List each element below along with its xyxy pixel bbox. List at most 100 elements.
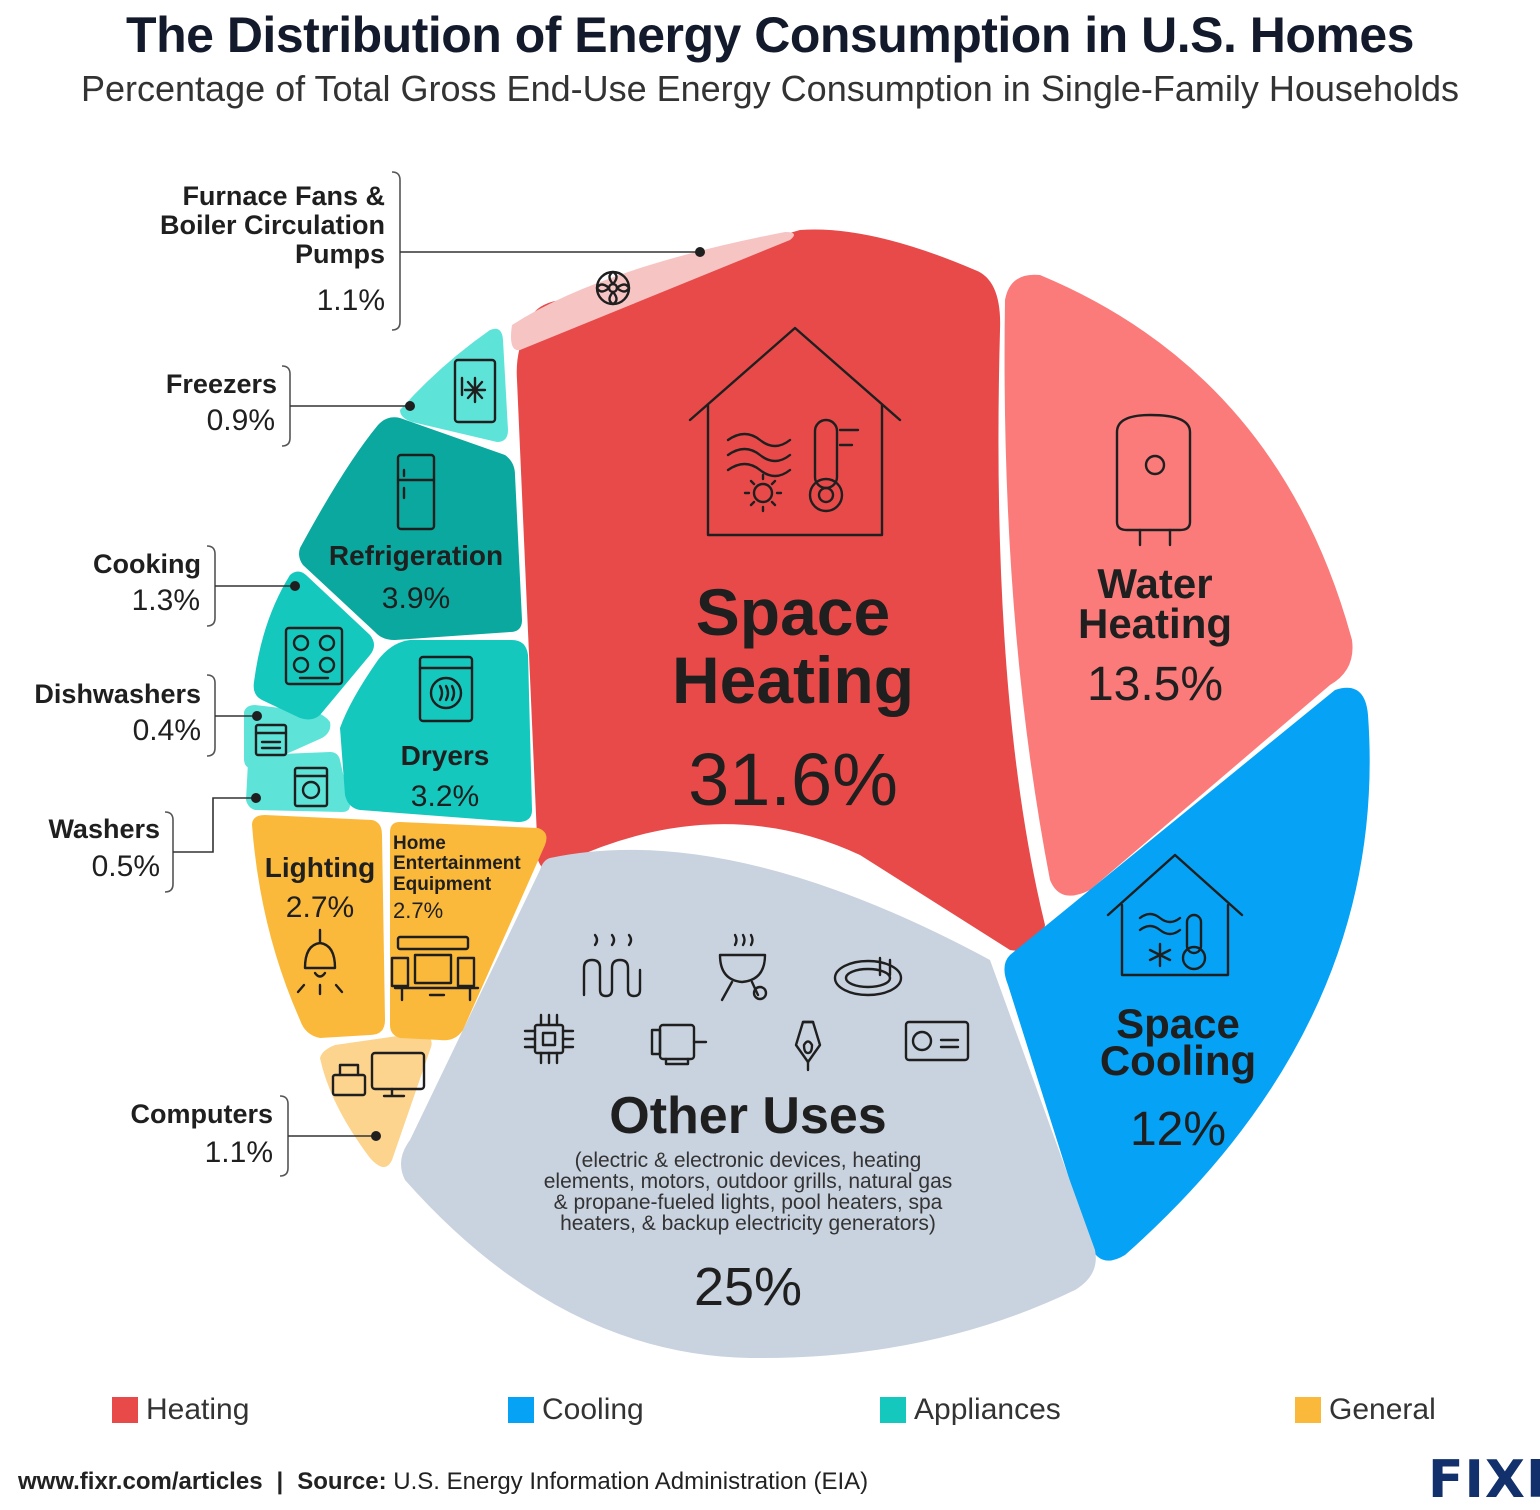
callout-washers-value: 0.5% xyxy=(92,850,160,883)
pool-icon xyxy=(833,956,903,997)
computer-printer-icon xyxy=(331,1051,426,1098)
grill-icon xyxy=(718,933,768,1002)
callout-computers-dot xyxy=(371,1131,381,1141)
slice-label-water-heating-1: Heating xyxy=(1078,600,1232,647)
callout-dishwashers-bracket xyxy=(206,674,216,757)
entertainment-icon xyxy=(390,935,480,1002)
callout-furnace-fans-line-1: Boiler Circulation xyxy=(160,210,385,240)
slice-label-dryers-0: Dryers xyxy=(401,740,490,771)
slice-cooking xyxy=(253,571,374,720)
slice-label-water-heating-2: 13.5% xyxy=(1087,658,1223,711)
footer: www.fixr.com/articles | Source: U.S. Energ… xyxy=(18,1468,868,1496)
lamp-icon xyxy=(296,928,344,996)
slice-label-refrigeration-1: 3.9% xyxy=(382,582,450,615)
slice-water-heating xyxy=(1004,274,1353,896)
slice-label-refrigeration-0: Refrigeration xyxy=(329,540,503,571)
callout-freezers-dot xyxy=(405,401,415,411)
callout-freezers-value: 0.9% xyxy=(207,404,275,437)
footer-url[interactable]: www.fixr.com/articles xyxy=(18,1468,263,1495)
dishwasher-icon xyxy=(254,723,288,757)
callout-computers-label: Computers xyxy=(130,1099,273,1129)
callout-cooking-value: 1.3% xyxy=(132,584,200,617)
stove-icon xyxy=(284,626,344,686)
legend-swatch-cooling xyxy=(508,1397,534,1423)
other-uses-note-line-1: elements, motors, outdoor grills, natura… xyxy=(544,1170,953,1193)
slice-dryers xyxy=(340,640,532,822)
callout-freezers-label: Freezers xyxy=(166,369,277,399)
chart-title: The Distribution of Energy Consumption i… xyxy=(126,7,1414,63)
slice-label-space-heating-1: Heating xyxy=(672,643,914,717)
slice-label-space-heating-0: Space xyxy=(696,575,890,649)
legend-label-cooling: Cooling xyxy=(542,1393,644,1426)
callout-dishwashers-value: 0.4% xyxy=(133,714,201,747)
slice-label-water-heating-0: Water xyxy=(1097,560,1212,607)
slice-lighting xyxy=(252,815,385,1038)
callout-dishwashers-dot xyxy=(252,711,262,721)
slice-label-dryers-1: 3.2% xyxy=(411,780,479,813)
footer-source-label: Source: xyxy=(297,1468,387,1495)
slice-label-lighting-0: Lighting xyxy=(265,852,375,883)
radiator-icon xyxy=(582,933,642,998)
legend-swatch-appliances xyxy=(880,1397,906,1423)
callout-furnace-fans-line-0: Furnace Fans & xyxy=(182,181,385,211)
icons-layer xyxy=(254,270,1244,1098)
slice-label-home-entertainment-0: Home xyxy=(393,833,446,854)
callout-washers-bracket xyxy=(164,811,174,893)
slice-label-home-entertainment-2: Equipment xyxy=(393,874,492,895)
legend-label-heating: Heating xyxy=(146,1393,250,1426)
legend-item-appliances: Appliances xyxy=(880,1392,1061,1428)
callout-computers-bracket xyxy=(279,1095,289,1177)
water-heater-icon xyxy=(1115,413,1192,547)
slice-label-space-cooling-0: Space xyxy=(1116,1000,1240,1047)
callout-washers-line xyxy=(173,797,256,853)
callout-furnace-fans-line-2: Pumps xyxy=(295,239,385,269)
chip-icon xyxy=(523,1013,575,1065)
other-uses-note-line-3: heaters, & backup electricity generators… xyxy=(560,1212,936,1235)
slice-label-other-uses-1: 25% xyxy=(694,1257,802,1317)
slice-furnace-fans-and-boiler-circulation-pumps xyxy=(511,232,794,351)
legend-item-general: General xyxy=(1295,1392,1436,1428)
house-snowflake-icon xyxy=(1106,853,1244,977)
fixr-logo: FIXR xyxy=(1428,1450,1540,1510)
legend-item-cooling: Cooling xyxy=(508,1392,644,1428)
slice-home-entertainment-equipment xyxy=(390,822,547,1041)
slice-label-home-entertainment-1: Entertainment xyxy=(393,853,521,874)
house-thermometer-icon xyxy=(688,326,902,537)
footer-source-text: U.S. Energy Information Administration (… xyxy=(393,1468,869,1495)
legend-swatch-heating xyxy=(112,1397,138,1423)
callout-cooking-label: Cooking xyxy=(93,549,201,579)
callout-dishwashers-label: Dishwashers xyxy=(34,679,201,709)
callout-furnace-fans-dot xyxy=(695,247,705,257)
slice-label-space-cooling-1: Cooling xyxy=(1100,1037,1256,1084)
other-uses-note-line-0: (electric & electronic devices, heating xyxy=(575,1149,922,1172)
callout-furnace-fans-bracket xyxy=(391,171,401,331)
gas-lantern-icon xyxy=(794,1020,822,1072)
callout-freezers-bracket xyxy=(281,365,291,447)
generator-icon xyxy=(904,1020,970,1062)
callout-washers-dot xyxy=(251,793,261,803)
refrigerator-icon xyxy=(396,453,436,531)
slice-label-other-uses-0: Other Uses xyxy=(609,1087,886,1145)
slice-label-space-cooling-2: 12% xyxy=(1130,1103,1226,1156)
callout-cooking-bracket xyxy=(206,545,216,627)
callout-washers-label: Washers xyxy=(48,814,160,844)
fan-icon xyxy=(595,270,631,306)
slice-label-space-heating-2: 31.6% xyxy=(688,738,898,821)
callouts xyxy=(164,171,705,1177)
slice-label-home-entertainment-value: 2.7% xyxy=(393,898,443,923)
dryer-icon xyxy=(418,655,474,723)
legend-label-appliances: Appliances xyxy=(914,1393,1061,1426)
legend-item-heating: Heating xyxy=(112,1392,249,1428)
legend-swatch-general xyxy=(1295,1397,1321,1423)
callout-cooking-dot xyxy=(290,581,300,591)
callout-computers-value: 1.1% xyxy=(205,1136,273,1169)
slice-space-heating xyxy=(516,229,1045,951)
motor-icon xyxy=(650,1023,708,1066)
freezer-icon xyxy=(453,358,497,424)
slice-other-uses xyxy=(401,849,1096,1359)
legend-label-general: General xyxy=(1329,1393,1436,1426)
slice-label-lighting-1: 2.7% xyxy=(286,891,354,924)
washer-icon xyxy=(293,766,329,808)
footer-separator: | xyxy=(276,1468,284,1495)
